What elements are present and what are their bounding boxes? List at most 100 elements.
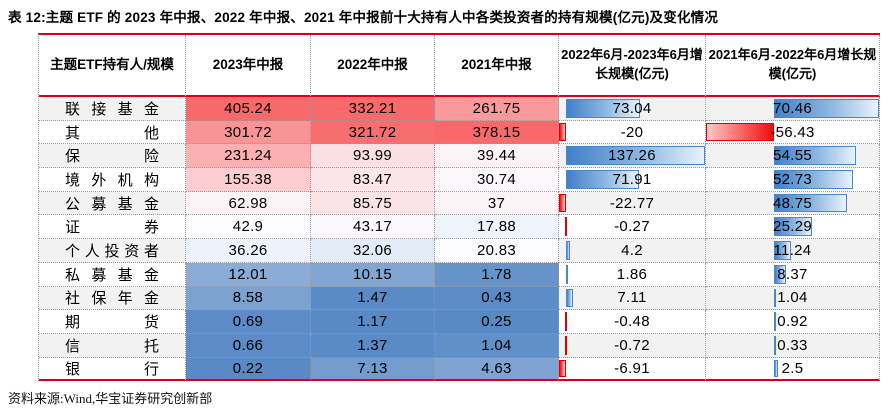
value-text: 301.72 (224, 123, 272, 141)
positive-data-bar (773, 312, 776, 331)
growth-cell: 0.92 (706, 310, 880, 334)
value-cell: 12.01 (186, 262, 311, 287)
growth-value-text: -6.91 (614, 359, 650, 377)
positive-data-bar (773, 264, 787, 284)
positive-data-bar (565, 241, 570, 260)
value-cell: 378.15 (435, 120, 559, 145)
growth-value-text: 71.91 (612, 170, 652, 188)
row-label-8: 社保年金 (39, 286, 186, 311)
growth-cell: 71.91 (559, 168, 706, 192)
positive-data-bar (565, 264, 568, 284)
growth-cell: -22.77 (559, 191, 706, 216)
row-label-11: 银行 (39, 357, 186, 382)
value-text: 83.47 (352, 170, 393, 188)
value-text: 155.38 (224, 170, 272, 188)
row-label-text: 个人投资者 (65, 243, 159, 260)
data-source-note: 资料来源:Wind,华宝证券研究创新部 (8, 391, 213, 406)
row-label-text: 私募基金 (65, 267, 159, 284)
row-label-9: 期货 (39, 310, 186, 334)
positive-data-bar (565, 288, 573, 308)
growth-value-text: 0.33 (777, 336, 808, 354)
value-text: 43.17 (352, 218, 393, 236)
row-label-text: 公募基金 (65, 196, 159, 213)
row-label-1: 其他 (39, 120, 186, 145)
value-text: 4.63 (481, 359, 512, 377)
value-text: 1.17 (357, 313, 388, 331)
row-label-5: 证券 (39, 215, 186, 240)
growth-value-text: -0.72 (614, 336, 650, 354)
value-text: 378.15 (472, 123, 521, 141)
value-cell: 0.66 (186, 333, 311, 358)
value-cell: 4.63 (435, 357, 559, 382)
value-text: 0.66 (232, 336, 264, 354)
row-label-2: 保险 (39, 144, 186, 169)
row-label-text: 社保年金 (65, 291, 159, 308)
row-label-4: 公募基金 (39, 191, 186, 216)
row-label-text: 银行 (65, 361, 159, 378)
positive-data-bar (773, 359, 778, 378)
positive-data-bar (773, 335, 776, 355)
value-text: 10.15 (352, 265, 393, 283)
growth-cell: 11.24 (706, 239, 880, 263)
growth-cell: 70.46 (706, 97, 880, 121)
negative-data-bar (564, 217, 567, 237)
header-growth-2021-2022: 2021年6月-2022年6月增长规模(亿元) (706, 35, 880, 97)
value-cell: 1.04 (435, 333, 559, 358)
value-cell: 0.22 (186, 357, 311, 382)
row-label-text: 境外机构 (65, 172, 159, 189)
growth-value-text: 8.37 (777, 265, 808, 283)
value-cell: 332.21 (311, 97, 435, 121)
positive-data-bar (565, 146, 705, 166)
value-text: 321.72 (348, 123, 397, 141)
value-text: 1.37 (357, 336, 388, 354)
value-text: 1.47 (357, 289, 388, 307)
negative-data-bar (564, 312, 567, 331)
header-2023-interim: 2023年中报 (186, 35, 311, 97)
growth-value-text: 1.04 (777, 289, 808, 307)
value-text: 42.9 (232, 218, 264, 236)
value-cell: 1.78 (435, 262, 559, 287)
value-text: 0.43 (481, 289, 512, 307)
row-label-text: 其他 (65, 125, 159, 142)
positive-data-bar (565, 99, 641, 118)
value-text: 405.24 (224, 99, 272, 117)
growth-cell: 1.86 (559, 262, 706, 287)
value-cell: 62.98 (186, 191, 311, 216)
growth-cell: 2.5 (706, 357, 880, 382)
value-cell: 405.24 (186, 97, 311, 121)
value-cell: 1.47 (311, 286, 435, 311)
value-cell: 43.17 (311, 215, 435, 240)
growth-value-text: 52.73 (772, 170, 813, 188)
value-cell: 10.15 (311, 262, 435, 287)
negative-data-bar (706, 122, 774, 142)
growth-value-text: -0.48 (614, 313, 650, 331)
row-label-text: 期货 (65, 315, 159, 332)
header-holder-label: 主题ETF持有人/规模 (50, 56, 174, 72)
value-cell: 0.25 (435, 310, 559, 334)
value-text: 231.24 (224, 147, 272, 165)
value-cell: 231.24 (186, 144, 311, 169)
growth-cell: 7.11 (559, 286, 706, 311)
growth-cell: 4.2 (559, 239, 706, 263)
value-cell: 261.75 (435, 97, 559, 121)
header-holder-column: 主题ETF持有人/规模 (39, 35, 186, 97)
value-cell: 321.72 (311, 120, 435, 145)
value-text: 85.75 (352, 194, 393, 212)
positive-data-bar (565, 170, 640, 189)
etf-holders-table: 主题ETF持有人/规模 2023年中报 2022年中报 2021年中报 2022… (38, 33, 880, 382)
header-2021-interim: 2021年中报 (435, 35, 559, 97)
growth-cell: 73.04 (559, 97, 706, 121)
value-text: 8.58 (232, 289, 264, 307)
growth-value-text: 4.2 (621, 241, 643, 259)
growth-value-text: 73.04 (612, 99, 652, 117)
value-cell: 7.13 (311, 357, 435, 382)
growth-cell: -0.72 (559, 333, 706, 358)
growth-value-text: 48.75 (772, 194, 813, 212)
growth-cell: -0.27 (559, 215, 706, 240)
value-cell: 1.37 (311, 333, 435, 358)
value-text: 7.13 (357, 359, 388, 377)
growth-cell: -6.91 (559, 357, 706, 382)
value-cell: 17.88 (435, 215, 559, 240)
value-cell: 0.43 (435, 286, 559, 311)
